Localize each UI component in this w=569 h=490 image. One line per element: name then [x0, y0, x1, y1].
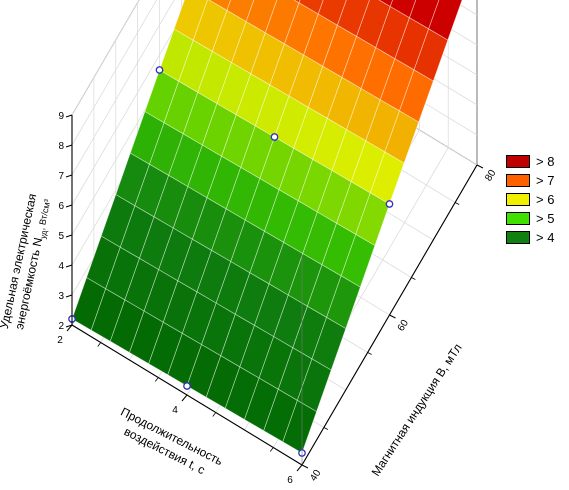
b-minor-tick — [454, 202, 460, 205]
surface-cell — [428, 0, 463, 41]
legend-swatch — [506, 193, 530, 206]
legend-swatch — [506, 174, 530, 187]
legend-item: > 5 — [506, 209, 554, 228]
z-tick-label: 5 — [58, 231, 64, 242]
surface-cell — [378, 0, 393, 8]
surface-cell — [298, 0, 324, 15]
t-minor-tick — [154, 377, 159, 382]
legend-item: > 8 — [506, 152, 554, 171]
legend-label: > 7 — [536, 173, 555, 188]
t-minor-tick — [269, 447, 274, 452]
t-tick-label: 2 — [57, 335, 63, 346]
surface-cell — [226, 0, 255, 23]
axis-ticks — [65, 114, 484, 472]
legend-swatch — [506, 155, 530, 168]
t-axis-title: Продолжительность воздействия t, с — [118, 405, 225, 477]
legend-item: > 7 — [506, 171, 554, 190]
t-tick — [66, 324, 73, 332]
surface-cell — [173, 0, 208, 41]
surface-cell — [389, 0, 417, 19]
z-tick — [65, 294, 73, 298]
z-tick — [65, 264, 73, 268]
z-tick-label: 6 — [58, 201, 64, 212]
z-gridline — [71, 0, 140, 116]
legend-swatch — [506, 212, 530, 225]
surface-cell — [336, 0, 370, 37]
z-axis-title-sub: уд — [38, 229, 49, 239]
surface-cell — [208, 0, 232, 11]
legend-item: > 4 — [506, 228, 554, 247]
surface-cell — [293, 0, 301, 4]
z-tick — [65, 174, 73, 178]
data-point — [385, 200, 394, 208]
b-minor-tick — [367, 352, 372, 355]
b-tick — [301, 464, 309, 469]
legend-swatch — [506, 231, 530, 244]
response-surface — [71, 0, 463, 454]
b-tick-label: 40 — [308, 468, 323, 484]
z-gridline — [71, 0, 478, 206]
legend-label: > 5 — [536, 211, 555, 226]
surface-cell — [245, 0, 278, 34]
z-tick-label: 8 — [58, 141, 64, 152]
data-point — [183, 382, 191, 390]
t-tick-label: 4 — [172, 405, 178, 416]
legend: > 8 > 7 > 6 > 5 > 4 — [506, 152, 554, 247]
z-gridline — [71, 0, 478, 176]
z-tick — [65, 204, 73, 208]
z-tick — [65, 234, 73, 238]
z-tick-label: 9 — [58, 111, 64, 122]
b-tick-label: 60 — [396, 318, 411, 334]
b-tick — [389, 314, 396, 319]
t-tick — [181, 394, 188, 402]
t-tick-label: 6 — [287, 475, 293, 486]
data-point — [270, 133, 279, 141]
b-axis-title: Магнитная индукция B, мТл — [369, 341, 465, 479]
b-tick — [476, 164, 484, 169]
b-minor-tick — [411, 277, 416, 280]
z-tick-label: 4 — [58, 261, 64, 272]
z-tick-label: 7 — [58, 171, 64, 182]
surface-cell — [409, 0, 440, 30]
t-tick — [296, 464, 303, 472]
z-gridline — [71, 0, 158, 146]
legend-label: > 4 — [536, 230, 555, 245]
z-tick-label: 3 — [58, 291, 64, 302]
t-minor-tick — [212, 412, 217, 417]
z-tick — [65, 114, 73, 118]
legend-label: > 8 — [536, 154, 555, 169]
z-tick — [65, 324, 73, 328]
z-axis-title-unit: , Вт/см³ — [36, 198, 52, 230]
b-tick-label: 80 — [483, 168, 498, 184]
z-tick — [65, 144, 73, 148]
legend-item: > 6 — [506, 190, 554, 209]
data-point — [155, 66, 164, 74]
legend-label: > 6 — [536, 192, 555, 207]
z-tick-label: 2 — [58, 321, 64, 332]
b-minor-tick — [323, 427, 329, 430]
z-axis-title: Удельная электрическая энергоёмкость Nуд… — [0, 192, 52, 330]
t-minor-tick — [97, 342, 102, 347]
